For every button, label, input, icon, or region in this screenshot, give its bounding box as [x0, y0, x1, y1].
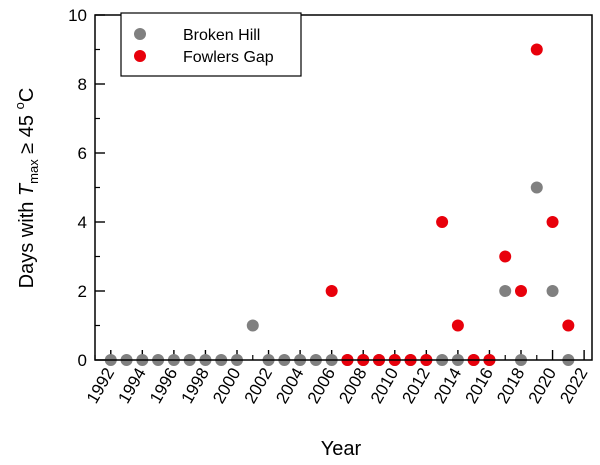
- x-tick-label: 2018: [493, 365, 528, 407]
- y-tick-label: 4: [78, 213, 87, 232]
- x-tick-label: 2016: [462, 365, 497, 407]
- data-points: [104, 43, 575, 366]
- data-point-fowlers-gap: [546, 216, 559, 228]
- x-tick-label: 1998: [178, 365, 213, 407]
- x-tick-label: 2022: [556, 365, 591, 407]
- x-tick-label: 2002: [241, 365, 276, 407]
- x-tick-label: 2010: [367, 365, 402, 407]
- data-point-fowlers-gap: [515, 285, 527, 297]
- y-tick-label: 2: [78, 282, 87, 301]
- x-axis-title: Year: [321, 438, 362, 460]
- data-point-fowlers-gap: [451, 319, 464, 332]
- axes-frame: [94, 14, 593, 361]
- legend-label-broken-hill: Broken Hill: [183, 27, 260, 44]
- data-point-broken-hill: [530, 181, 543, 194]
- legend-marker-broken-hill: [134, 28, 146, 40]
- x-tick-label: 1996: [146, 365, 181, 407]
- data-point-broken-hill: [546, 285, 559, 297]
- data-point-broken-hill: [499, 285, 512, 297]
- y-tick-label: 8: [78, 75, 87, 94]
- data-point-fowlers-gap: [325, 285, 338, 297]
- x-tick-label: 2000: [209, 365, 244, 407]
- x-tick-label: 2012: [398, 365, 433, 407]
- y-axis-title: Days with Tmax ≥ 45 oC: [12, 88, 41, 289]
- data-point-fowlers-gap: [562, 319, 575, 332]
- legend: Broken Hill Fowlers Gap: [120, 12, 302, 77]
- y-tick-label: 0: [78, 351, 87, 370]
- plot-frame: [94, 14, 593, 361]
- y-tick-label: 6: [78, 144, 87, 163]
- x-tick-label: 2006: [304, 365, 339, 407]
- data-point-fowlers-gap: [499, 250, 512, 263]
- data-point-broken-hill: [246, 319, 259, 332]
- x-tick-label: 2004: [272, 365, 307, 407]
- x-tick-label: 1994: [114, 365, 149, 407]
- legend-label-fowlers-gap: Fowlers Gap: [183, 49, 274, 66]
- x-tick-label: 1992: [83, 365, 118, 407]
- data-point-fowlers-gap: [530, 43, 543, 56]
- legend-box: [120, 12, 302, 77]
- y-tick-label: 10: [68, 6, 87, 25]
- legend-marker-fowlers-gap: [134, 50, 146, 62]
- x-tick-label: 2008: [335, 365, 370, 407]
- x-tick-label: 2020: [525, 365, 560, 407]
- x-tick-label: 2014: [430, 365, 465, 407]
- data-point-fowlers-gap: [436, 216, 449, 228]
